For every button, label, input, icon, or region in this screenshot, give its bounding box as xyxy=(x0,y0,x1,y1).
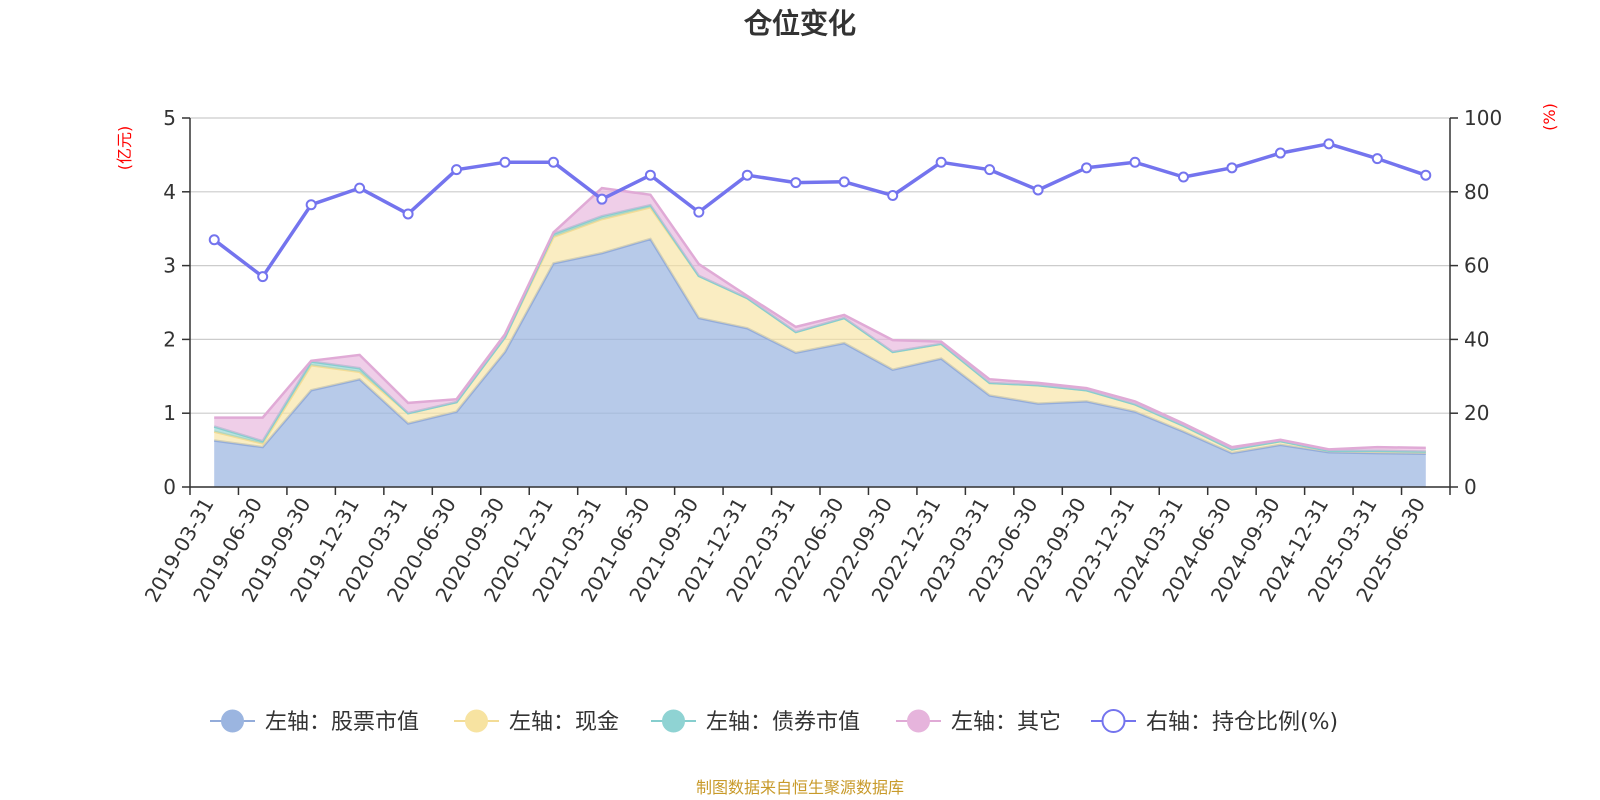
legend-item[interactable]: 左轴：债券市值 xyxy=(651,709,860,735)
legend-marker-icon xyxy=(662,709,685,733)
left-tick-label: 4 xyxy=(163,180,176,204)
right-tick-label: 100 xyxy=(1464,106,1502,130)
holding-ratio-point[interactable] xyxy=(1032,184,1044,196)
legend-marker-icon xyxy=(907,709,930,733)
holding-ratio-point[interactable] xyxy=(838,176,850,188)
holding-ratio-point[interactable] xyxy=(354,182,366,194)
holding-ratio-point[interactable] xyxy=(887,189,899,201)
other-area-edge xyxy=(214,186,1426,451)
holding-ratio-point[interactable] xyxy=(1081,162,1093,174)
legend-marker-icon xyxy=(1101,709,1126,733)
legend-marker-icon xyxy=(465,709,488,733)
holding-ratio-point[interactable] xyxy=(1420,169,1432,181)
data-source-note: 制图数据来自恒生聚源数据库 xyxy=(696,778,904,797)
holding-ratio-point[interactable] xyxy=(1226,162,1238,174)
holding-ratio-point[interactable] xyxy=(935,156,947,168)
cash-area xyxy=(214,207,1426,454)
right-tick-label: 80 xyxy=(1464,180,1489,204)
stacked-areas xyxy=(213,186,1426,487)
left-tick-label: 2 xyxy=(163,327,176,351)
right-tick-label: 40 xyxy=(1464,327,1489,351)
holding-ratio-point[interactable] xyxy=(741,169,753,181)
holding-ratio-point[interactable] xyxy=(790,177,802,189)
left-tick-label: 5 xyxy=(163,106,176,130)
legend-item[interactable]: 左轴：其它 xyxy=(896,709,1061,735)
holding-ratio-point[interactable] xyxy=(1177,171,1189,183)
holding-ratio-point[interactable] xyxy=(547,156,559,168)
ratio-line-layer xyxy=(208,138,1432,283)
holding-ratio-point[interactable] xyxy=(1274,147,1286,159)
holding-ratio-point[interactable] xyxy=(693,206,705,218)
legend-item[interactable]: 左轴：股票市值 xyxy=(210,709,419,735)
legend-label: 右轴：持仓比例(%) xyxy=(1146,710,1338,735)
holding-ratio-point[interactable] xyxy=(499,156,511,168)
holding-ratio-point[interactable] xyxy=(644,169,656,181)
right-tick-label: 20 xyxy=(1464,401,1489,425)
holding-ratio-point[interactable] xyxy=(984,164,996,176)
stock-value-area xyxy=(214,239,1426,487)
holding-ratio-point[interactable] xyxy=(402,208,414,220)
holding-ratio-point[interactable] xyxy=(596,193,608,205)
holding-ratio-line xyxy=(213,142,1427,279)
chart-title: 仓位变化 xyxy=(744,7,856,40)
holding-ratio-point[interactable] xyxy=(305,199,317,211)
legend: 左轴：股票市值 左轴：现金 左轴：债券市值 左轴：其它 右轴：持仓比例(%) xyxy=(210,709,1338,735)
legend-label: 左轴：债券市值 xyxy=(706,710,860,735)
left-tick-label: 3 xyxy=(163,254,176,278)
holding-ratio-point[interactable] xyxy=(1371,153,1383,165)
holding-ratio-point[interactable] xyxy=(451,164,463,176)
right-tick-label: 60 xyxy=(1464,254,1489,278)
legend-label: 左轴：股票市值 xyxy=(265,710,419,735)
legend-label: 左轴：现金 xyxy=(509,710,619,735)
holding-ratio-point[interactable] xyxy=(257,271,269,283)
left-axis-unit: (亿元) xyxy=(115,126,134,171)
holding-ratio-point[interactable] xyxy=(1129,156,1141,168)
holding-ratio-point[interactable] xyxy=(1323,138,1335,150)
legend-item[interactable]: 右轴：持仓比例(%) xyxy=(1091,709,1338,735)
legend-marker-icon xyxy=(221,709,244,733)
right-tick-label: 0 xyxy=(1464,475,1477,499)
legend-item[interactable]: 左轴：现金 xyxy=(454,709,619,735)
left-tick-label: 1 xyxy=(163,401,176,425)
legend-label: 左轴：其它 xyxy=(951,710,1061,735)
right-axis-unit: (%) xyxy=(1540,103,1559,131)
holding-ratio-point[interactable] xyxy=(208,234,220,246)
left-tick-label: 0 xyxy=(163,475,176,499)
